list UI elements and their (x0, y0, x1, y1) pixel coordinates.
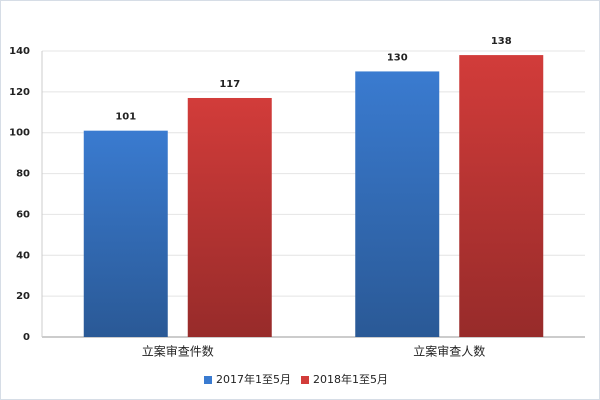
bar (187, 97, 272, 337)
y-tick-label: 20 (16, 291, 30, 302)
y-tick-label: 140 (9, 46, 30, 57)
legend-label: 2018年1至5月 (313, 372, 388, 386)
value-label: 138 (491, 36, 512, 47)
y-tick-label: 60 (16, 209, 30, 220)
value-label: 101 (115, 112, 136, 123)
y-tick-label: 80 (16, 169, 30, 180)
bar (83, 130, 168, 337)
y-tick-label: 100 (9, 128, 30, 139)
legend-swatch (301, 376, 309, 384)
bar (355, 71, 440, 337)
bar (459, 55, 544, 337)
x-tick-label: 立案审查人数 (413, 344, 485, 359)
value-label: 130 (387, 52, 408, 63)
y-tick-label: 0 (23, 332, 30, 343)
legend-label: 2017年1至5月 (216, 372, 291, 386)
y-tick-label: 120 (9, 87, 30, 98)
legend-swatch (204, 376, 212, 384)
x-tick-label: 立案审查件数 (142, 344, 214, 359)
y-tick-label: 40 (16, 250, 30, 261)
value-label: 117 (219, 79, 240, 90)
